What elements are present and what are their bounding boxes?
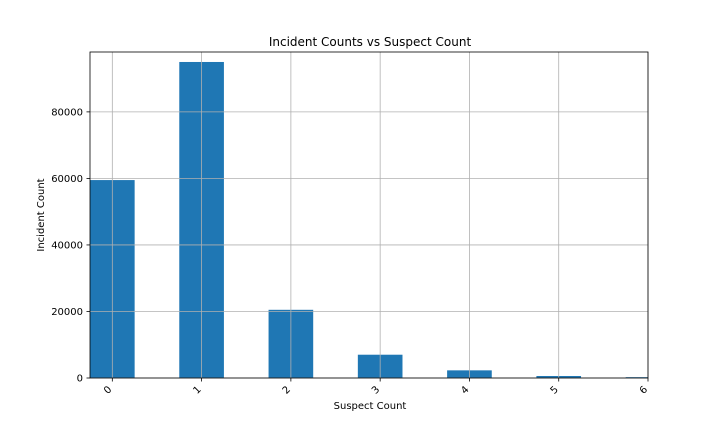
x-tick-label: 6 [638, 384, 650, 396]
x-tick-label: 0 [102, 384, 114, 396]
y-tick-label: 80000 [51, 107, 83, 118]
x-tick-label: 5 [549, 384, 561, 396]
x-tick-label: 2 [281, 384, 293, 396]
x-tick-label: 4 [459, 384, 471, 396]
y-axis-label: Incident Count [36, 178, 47, 251]
tick-labels: 0 20000 40000 60000 80000 0 1 2 3 4 5 6 [51, 107, 650, 396]
axes [89, 51, 649, 379]
x-axis-label: Suspect Count [334, 401, 407, 412]
x-tick-label: 1 [191, 384, 203, 396]
y-tick-label: 60000 [51, 174, 83, 185]
y-tick-label: 40000 [51, 240, 83, 251]
bars [90, 61, 648, 379]
chart-title: Incident Counts vs Suspect Count [269, 35, 472, 49]
plot-frame [89, 51, 649, 379]
y-tick-label: 0 [77, 374, 83, 385]
x-tick-label: 3 [370, 384, 382, 396]
grid-lines [90, 52, 649, 379]
y-tick-label: 20000 [51, 307, 83, 318]
bar-6 [625, 377, 648, 378]
